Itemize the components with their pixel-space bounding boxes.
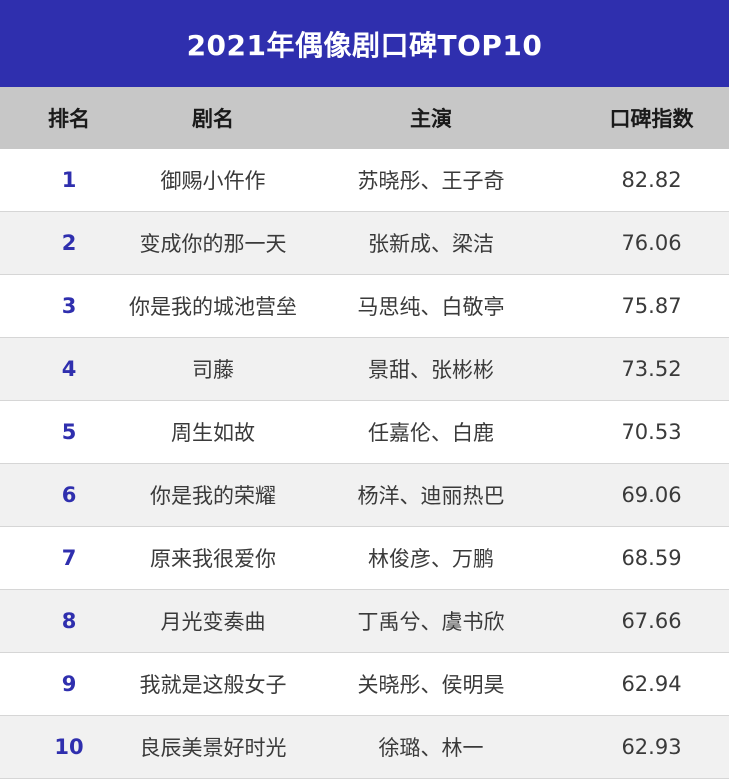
cast-cell-text: 马思纯、白敬亭 <box>357 295 505 319</box>
drama-cell: 月光变奏曲 <box>138 590 288 652</box>
cast-cell-text: 景甜、张彬彬 <box>368 358 494 382</box>
drama-cell-text: 月光变奏曲 <box>160 610 266 634</box>
rank-cell: 3 <box>0 275 138 337</box>
drama-cell: 司藤 <box>138 338 288 400</box>
cast-cell-text: 林俊彦、万鹏 <box>368 547 494 571</box>
drama-cell-text: 司藤 <box>192 358 234 382</box>
rank-cell-text: 8 <box>61 609 77 633</box>
drama-cell-text: 御赐小仵作 <box>160 169 266 193</box>
header-drama: 剧名 <box>192 107 234 131</box>
cast-cell: 杨洋、迪丽热巴 <box>288 464 574 526</box>
cast-cell-text: 徐璐、林一 <box>378 736 484 760</box>
score-cell: 62.93 <box>574 716 729 778</box>
table-header-row: 排名 剧名 主演 口碑指数 <box>0 87 729 149</box>
score-cell-text: 73.52 <box>621 357 682 381</box>
drama-cell: 你是我的城池营垒 <box>129 275 297 337</box>
table-body: 1 御赐小仵作 苏晓彤、王子奇 82.82 2 变成你的那一天 张新成、梁洁 76.06 3 你是… <box>0 149 729 779</box>
rank-cell: 4 <box>0 338 138 400</box>
cast-cell-text: 张新成、梁洁 <box>368 232 494 256</box>
rank-cell-text: 5 <box>61 420 77 444</box>
score-cell-text: 62.94 <box>621 672 682 696</box>
rank-cell: 10 <box>0 716 138 778</box>
rank-cell: 1 <box>0 149 138 211</box>
drama-cell: 周生如故 <box>138 401 288 463</box>
score-cell-text: 70.53 <box>621 420 682 444</box>
score-cell: 70.53 <box>574 401 729 463</box>
score-cell: 82.82 <box>574 149 729 211</box>
table-row: 5 周生如故 任嘉伦、白鹿 70.53 <box>0 401 729 464</box>
rank-cell: 2 <box>0 212 138 274</box>
score-cell: 62.94 <box>574 653 729 715</box>
rank-cell-text: 1 <box>61 168 77 192</box>
drama-cell: 变成你的那一天 <box>138 212 288 274</box>
cast-cell: 林俊彦、万鹏 <box>288 527 574 589</box>
chart-title: 2021年偶像剧口碑TOP10 <box>0 0 729 87</box>
score-cell: 69.06 <box>574 464 729 526</box>
cast-cell: 苏晓彤、王子奇 <box>288 149 574 211</box>
score-cell-text: 69.06 <box>621 483 682 507</box>
drama-cell: 原来我很爱你 <box>138 527 288 589</box>
cast-cell: 张新成、梁洁 <box>288 212 574 274</box>
cast-cell-text: 丁禹兮、虞书欣 <box>357 610 505 634</box>
cast-cell-text: 苏晓彤、王子奇 <box>357 169 505 193</box>
drama-cell-text: 我就是这般女子 <box>139 673 287 697</box>
score-cell-text: 75.87 <box>621 294 682 318</box>
cast-cell: 景甜、张彬彬 <box>288 338 574 400</box>
header-score: 口碑指数 <box>609 107 694 131</box>
table-row: 4 司藤 景甜、张彬彬 73.52 <box>0 338 729 401</box>
drama-cell: 你是我的荣耀 <box>138 464 288 526</box>
drama-cell: 我就是这般女子 <box>138 653 288 715</box>
drama-cell-text: 原来我很爱你 <box>150 547 276 571</box>
cast-cell: 徐璐、林一 <box>288 716 574 778</box>
score-cell-text: 67.66 <box>621 609 682 633</box>
score-cell-text: 68.59 <box>621 546 682 570</box>
drama-cell: 良辰美景好时光 <box>138 716 288 778</box>
cast-cell-text: 杨洋、迪丽热巴 <box>357 484 505 508</box>
header-cast: 主演 <box>410 107 452 131</box>
drama-cell-text: 你是我的城池营垒 <box>129 295 297 319</box>
cast-cell: 丁禹兮、虞书欣 <box>288 590 574 652</box>
score-cell-text: 62.93 <box>621 735 682 759</box>
cast-cell: 任嘉伦、白鹿 <box>288 401 574 463</box>
table-row: 8 月光变奏曲 丁禹兮、虞书欣 67.66 <box>0 590 729 653</box>
rank-cell: 9 <box>0 653 138 715</box>
drama-cell-text: 良辰美景好时光 <box>139 736 287 760</box>
table-row: 9 我就是这般女子 关晓彤、侯明昊 62.94 <box>0 653 729 716</box>
rank-cell-text: 2 <box>61 231 77 255</box>
table-row: 3 你是我的城池营垒 马思纯、白敬亭 75.87 <box>0 275 729 338</box>
drama-cell-text: 变成你的那一天 <box>139 232 287 256</box>
rank-cell: 8 <box>0 590 138 652</box>
ranking-table: 排名 剧名 主演 口碑指数 1 御赐小仵作 苏晓彤、王子奇 82.82 2 变成你的那一天… <box>0 87 729 779</box>
drama-cell-text: 你是我的荣耀 <box>150 484 276 508</box>
rank-cell-text: 4 <box>61 357 77 381</box>
score-cell: 76.06 <box>574 212 729 274</box>
cast-cell: 关晓彤、侯明昊 <box>288 653 574 715</box>
score-cell-text: 76.06 <box>621 231 682 255</box>
rank-cell-text: 9 <box>61 672 77 696</box>
score-cell: 68.59 <box>574 527 729 589</box>
rank-cell: 6 <box>0 464 138 526</box>
table-row: 7 原来我很爱你 林俊彦、万鹏 68.59 <box>0 527 729 590</box>
drama-cell: 御赐小仵作 <box>138 149 288 211</box>
score-cell-text: 82.82 <box>621 168 682 192</box>
table-row: 2 变成你的那一天 张新成、梁洁 76.06 <box>0 212 729 275</box>
rank-cell-text: 10 <box>54 735 84 759</box>
score-cell: 73.52 <box>574 338 729 400</box>
rank-cell: 5 <box>0 401 138 463</box>
header-rank: 排名 <box>48 107 90 131</box>
table-row: 1 御赐小仵作 苏晓彤、王子奇 82.82 <box>0 149 729 212</box>
rank-cell: 7 <box>0 527 138 589</box>
score-cell: 67.66 <box>574 590 729 652</box>
table-row: 6 你是我的荣耀 杨洋、迪丽热巴 69.06 <box>0 464 729 527</box>
cast-cell: 马思纯、白敬亭 <box>288 275 574 337</box>
table-row: 10 良辰美景好时光 徐璐、林一 62.93 <box>0 716 729 779</box>
drama-cell-text: 周生如故 <box>171 421 255 445</box>
cast-cell-text: 任嘉伦、白鹿 <box>368 421 494 445</box>
cast-cell-text: 关晓彤、侯明昊 <box>357 673 505 697</box>
rank-cell-text: 7 <box>61 546 77 570</box>
score-cell: 75.87 <box>574 275 729 337</box>
rank-cell-text: 6 <box>61 483 77 507</box>
rank-cell-text: 3 <box>61 294 77 318</box>
